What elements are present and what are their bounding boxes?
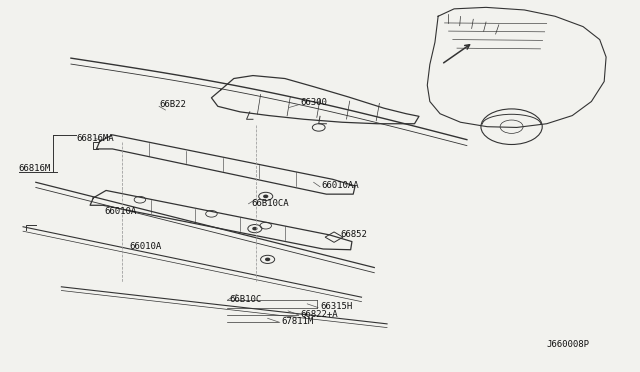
Text: 66816MA: 66816MA [76,134,114,143]
Text: 66822+A: 66822+A [301,310,339,319]
Text: 66010A: 66010A [130,241,162,250]
Text: 66816M: 66816M [19,164,51,173]
Circle shape [253,228,257,230]
Text: 67811M: 67811M [282,317,314,326]
Text: 66B10CA: 66B10CA [251,199,289,208]
Circle shape [264,195,268,198]
Text: 66B22: 66B22 [159,100,186,109]
Text: J660008P: J660008P [547,340,589,349]
Text: 66300: 66300 [301,99,328,108]
Text: 66010A: 66010A [104,207,136,216]
Text: 66852: 66852 [340,230,367,239]
Text: 66315H: 66315H [320,302,352,311]
Text: 66010AA: 66010AA [321,181,359,190]
Circle shape [266,258,269,260]
Text: 66B10C: 66B10C [229,295,262,304]
